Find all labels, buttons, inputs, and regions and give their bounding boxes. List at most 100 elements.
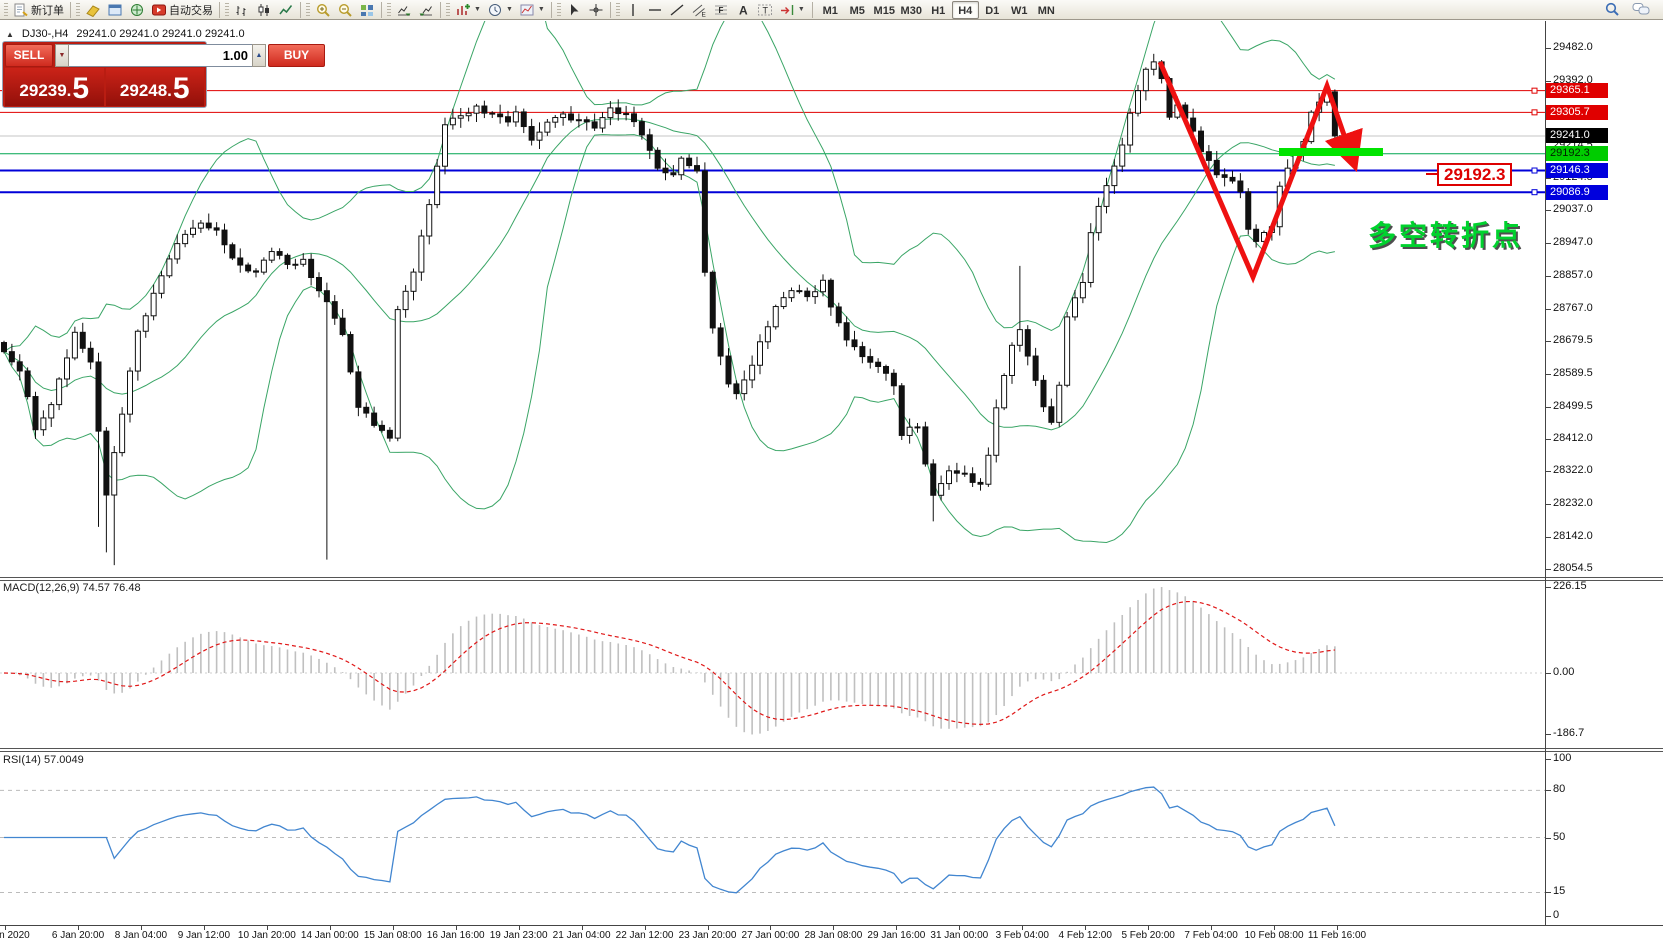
sell-price-main: 29239. xyxy=(19,81,72,100)
horizontal-line-button[interactable] xyxy=(644,1,666,19)
macd-pane[interactable] xyxy=(0,581,1545,748)
templates-icon xyxy=(519,3,535,17)
autotrading-button[interactable]: 自动交易 xyxy=(148,1,216,19)
time-tick xyxy=(140,926,142,930)
timeframe-toolbar: M1 M5 M15 M30 H1 H4 D1 W1 MN xyxy=(817,0,1060,19)
time-tick xyxy=(1148,926,1150,930)
timeframe-m30-button[interactable]: M30 xyxy=(900,4,922,17)
buy-price-pip: 5 xyxy=(172,72,190,105)
axis-tick xyxy=(1546,759,1551,760)
market-watch-button[interactable] xyxy=(82,1,104,19)
time-tick xyxy=(1337,926,1338,930)
volume-input[interactable] xyxy=(69,44,252,67)
price-line-badge: 29192.3 xyxy=(1546,146,1608,162)
timeframe-d1-button[interactable]: D1 xyxy=(985,4,1000,17)
toolbar-separator xyxy=(440,1,441,18)
timeframe-mn-button[interactable]: MN xyxy=(1037,4,1055,17)
dropdown-arrow-icon: ▼ xyxy=(537,6,545,13)
zoom-out-button[interactable] xyxy=(334,1,356,19)
bar-chart-button[interactable] xyxy=(231,1,253,19)
time-tick-label: 27 Jan 00:00 xyxy=(741,930,800,941)
data-window-button[interactable] xyxy=(104,1,126,19)
text-label-button[interactable]: T xyxy=(754,1,776,19)
toolbar-separator xyxy=(300,1,301,18)
svg-text:T: T xyxy=(762,5,768,15)
axis-tick xyxy=(1546,373,1551,375)
volume-increase-button[interactable]: ▲ xyxy=(252,44,266,67)
price-axis-border xyxy=(1545,21,1546,925)
sell-button[interactable]: SELL xyxy=(5,44,53,67)
auto-scroll-button[interactable] xyxy=(393,1,415,19)
trendline-button[interactable] xyxy=(666,1,688,19)
time-tick xyxy=(78,926,79,930)
indicators-button[interactable]: ▼ xyxy=(452,1,484,19)
axis-tick xyxy=(1546,537,1551,539)
timeframe-h1-button[interactable]: H1 xyxy=(931,4,946,17)
time-tick xyxy=(455,926,457,930)
templates-button[interactable]: ▼ xyxy=(516,1,548,19)
rsi-axis-label: 50 xyxy=(1553,830,1566,843)
buy-button[interactable]: BUY xyxy=(268,44,325,67)
time-tick-label: 16 Jan 16:00 xyxy=(426,930,485,941)
buy-price-display[interactable]: 29248. 5 xyxy=(105,68,204,106)
time-tick xyxy=(1211,926,1213,930)
pane-separator-rsi[interactable] xyxy=(0,748,1663,752)
cursor-button[interactable] xyxy=(563,1,585,19)
search-button[interactable] xyxy=(1601,1,1623,19)
zoom-in-button[interactable] xyxy=(312,1,334,19)
timeframe-h4-button[interactable]: H4 xyxy=(951,0,979,19)
price-tick-label: 29392.0 xyxy=(1553,73,1593,86)
timeframe-m5-button[interactable]: M5 xyxy=(849,4,865,17)
time-tick xyxy=(770,926,772,930)
equidistant-channel-icon: E xyxy=(691,3,707,17)
toolbar-grip xyxy=(306,2,310,17)
price-line-badge: 29146.3 xyxy=(1546,163,1608,179)
main-price-pane[interactable] xyxy=(0,21,1545,577)
price-line-badge: 29086.9 xyxy=(1546,184,1608,200)
axis-tick xyxy=(1546,734,1551,736)
indicators-icon xyxy=(455,3,471,17)
axis-tick xyxy=(1546,276,1551,278)
vertical-line-button[interactable] xyxy=(622,1,644,19)
timeframe-m1-button[interactable]: M1 xyxy=(822,4,838,17)
toolbar-separator xyxy=(70,1,71,18)
candlestick-chart-button[interactable] xyxy=(253,1,275,19)
auto-scroll-icon xyxy=(396,3,412,17)
toolbar-grip xyxy=(615,2,620,17)
fibonacci-button[interactable]: F xyxy=(710,1,732,19)
time-tick-label: 10 Jan 20:00 xyxy=(237,930,296,941)
sell-price-pip: 5 xyxy=(72,72,90,105)
sell-price-display[interactable]: 29239. 5 xyxy=(5,68,104,106)
toolbar-separator xyxy=(609,1,611,18)
time-axis[interactable]: 5 Jan 2020 6 Jan 20:00 8 Jan 04:00 9 Jan 12… xyxy=(0,925,1663,945)
timeframe-w1-button[interactable]: W1 xyxy=(1011,4,1028,17)
equidistant-channel-button[interactable]: E xyxy=(688,1,710,19)
arrows-button[interactable]: ▼ xyxy=(776,1,808,19)
price-callout-label[interactable]: 29192.3 xyxy=(1437,163,1513,186)
periods-button[interactable]: ▼ xyxy=(484,1,516,19)
dropdown-arrow-icon: ▼ xyxy=(474,6,481,13)
price-tick-label: 28412.0 xyxy=(1553,431,1593,444)
crosshair-button[interactable] xyxy=(585,1,607,19)
new-order-button[interactable]: 新订单 xyxy=(10,1,67,19)
time-tick-label: 6 Jan 20:00 xyxy=(51,930,105,941)
chart-ohlc-values: 29241.0 29241.0 29241.0 29241.0 xyxy=(76,28,245,40)
rsi-pane[interactable] xyxy=(0,752,1545,924)
timeframe-m15-button[interactable]: M15 xyxy=(873,4,895,17)
time-tick xyxy=(518,926,520,930)
collapse-panel-icon[interactable]: ▲ xyxy=(6,29,14,39)
time-tick-label: 15 Jan 08:00 xyxy=(363,930,422,941)
price-tick-label: 28589.5 xyxy=(1553,366,1593,379)
navigator-button[interactable] xyxy=(126,1,148,19)
line-chart-button[interactable] xyxy=(275,1,297,19)
pane-separator-macd[interactable] xyxy=(0,577,1663,581)
chart-shift-button[interactable] xyxy=(415,1,437,19)
periods-icon xyxy=(487,3,503,17)
macd-label: MACD(12,26,9) 74.57 76.48 xyxy=(3,582,141,594)
volume-decrease-button[interactable]: ▼ xyxy=(55,44,69,67)
text-button[interactable]: A xyxy=(732,1,754,19)
tile-windows-button[interactable] xyxy=(356,1,378,19)
comments-button[interactable] xyxy=(1629,1,1653,19)
turning-point-annotation[interactable]: 多空转折点 xyxy=(1368,220,1524,251)
axis-tick xyxy=(1546,308,1551,310)
